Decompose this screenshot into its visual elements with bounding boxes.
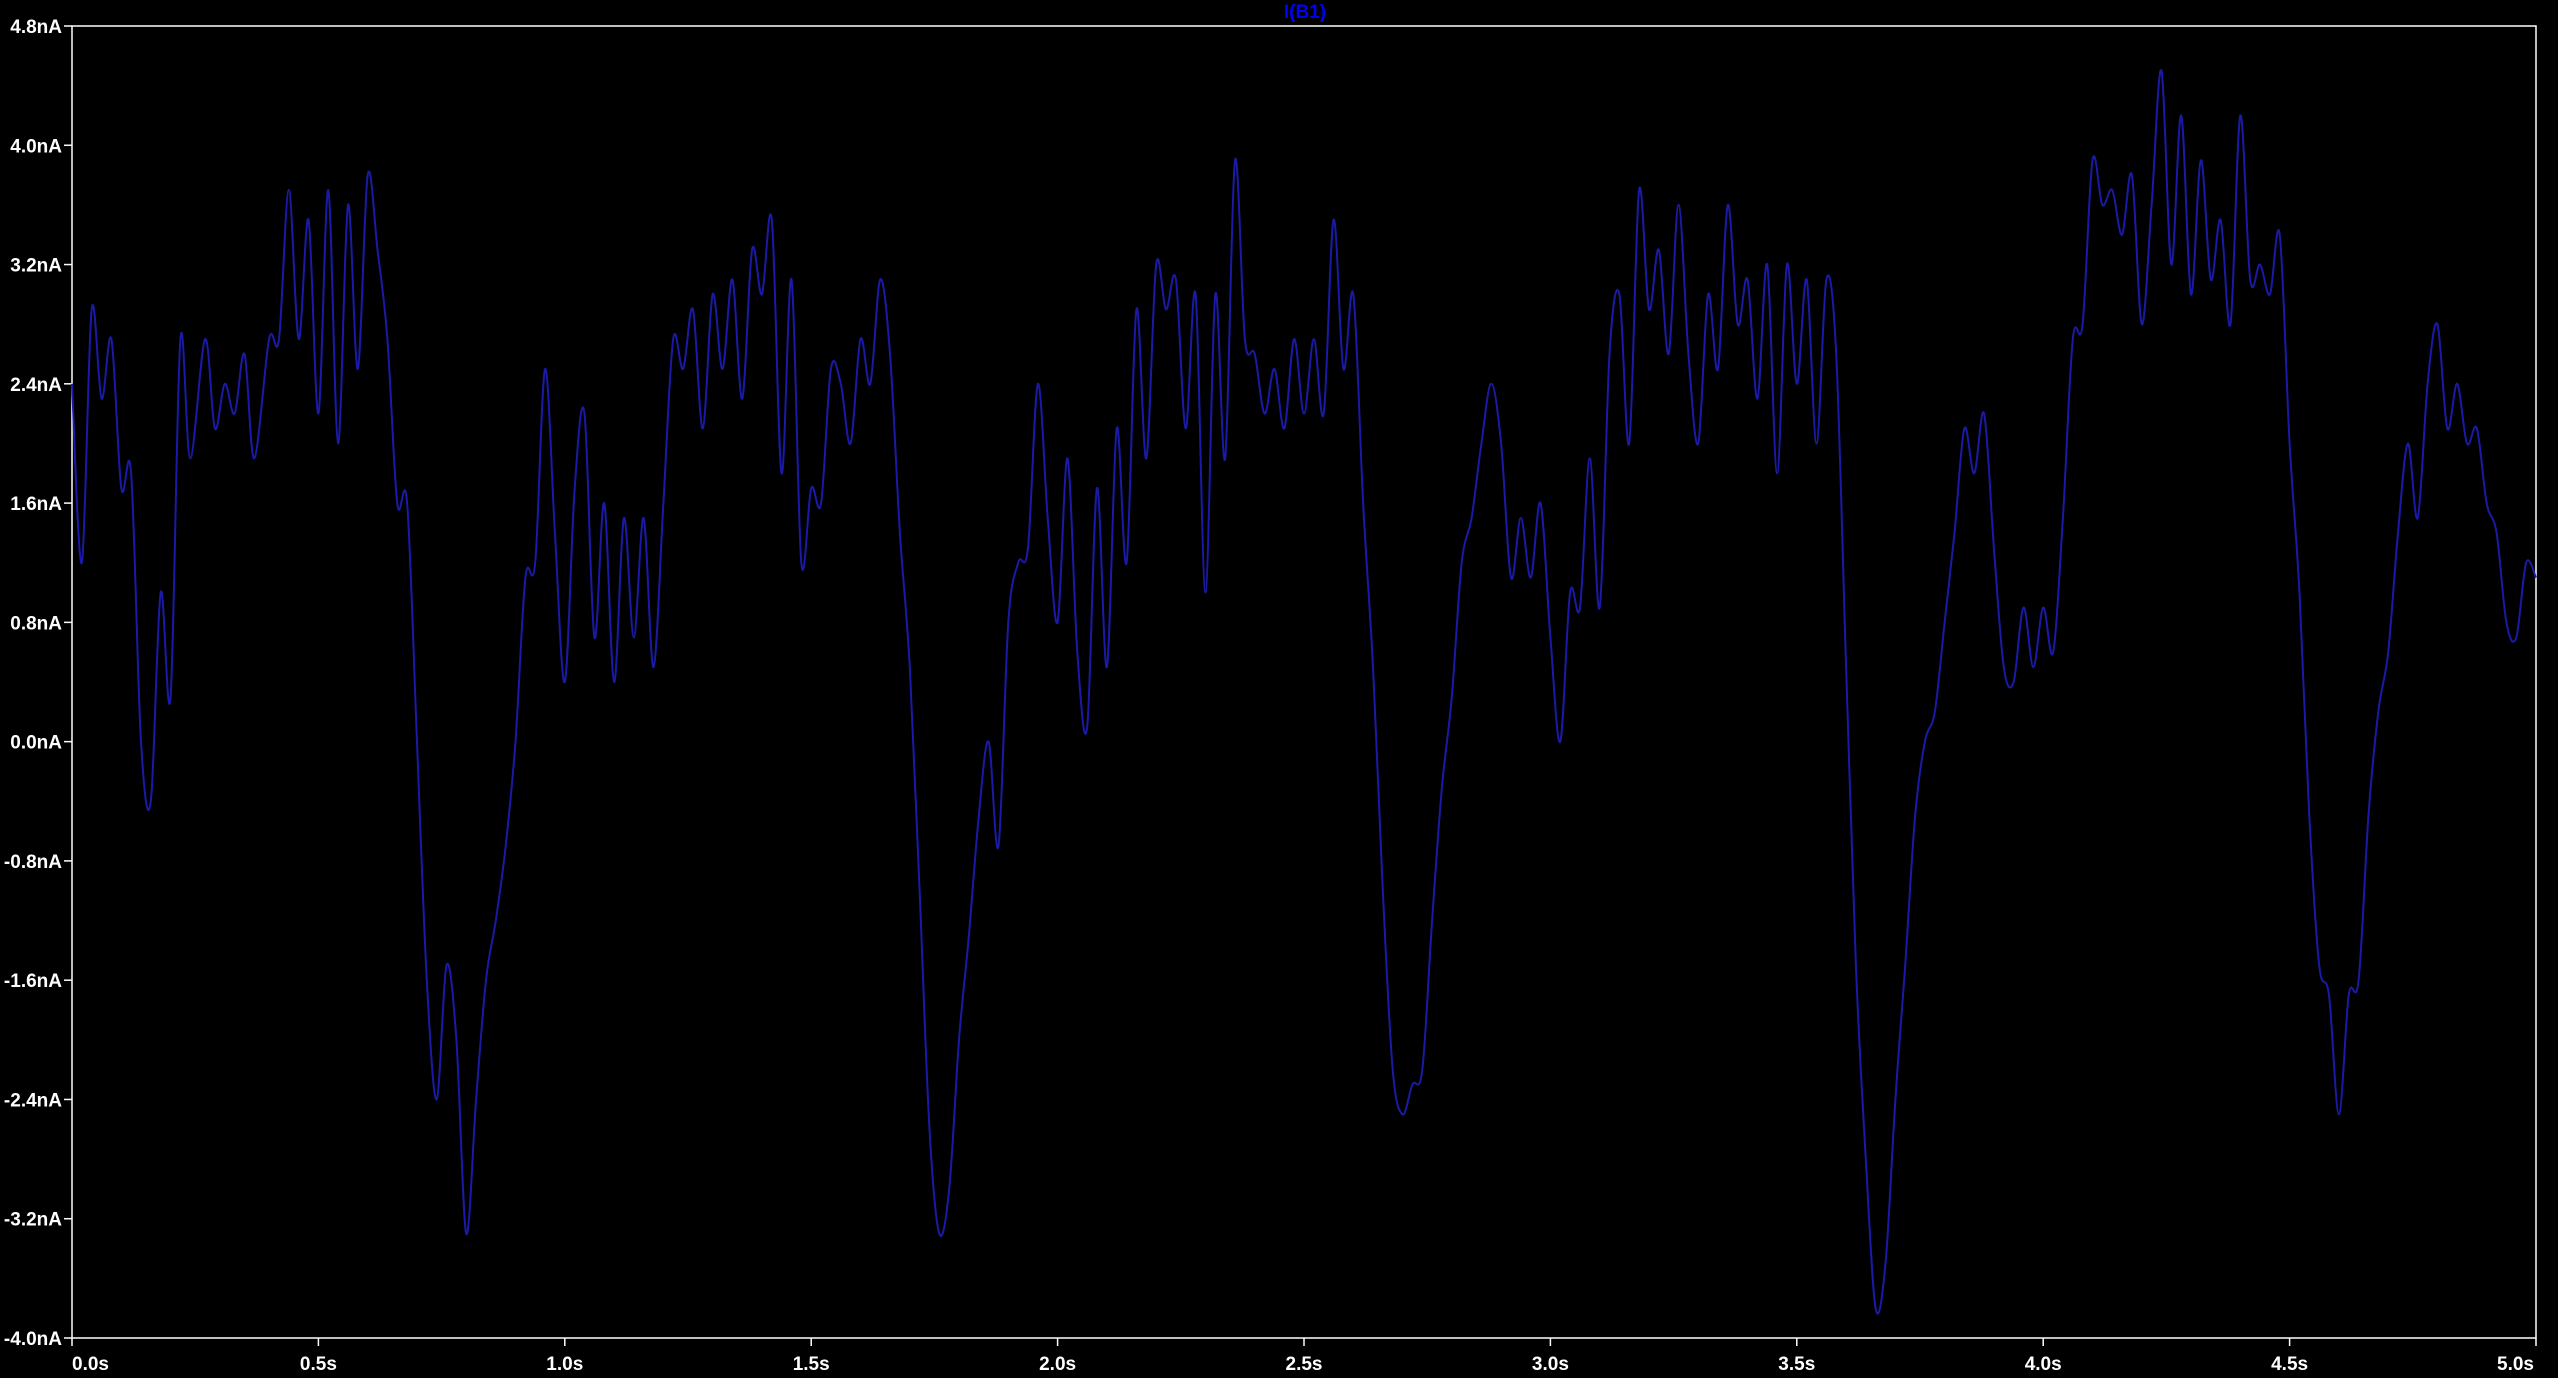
x-tick-label: 1.0s (546, 1354, 583, 1375)
y-tick-label: -3.2nA (4, 1210, 62, 1231)
x-tick-label: 3.0s (1532, 1354, 1569, 1375)
x-tick-label: 3.5s (1778, 1354, 1815, 1375)
y-tick-label: 4.0nA (10, 136, 62, 157)
x-tick-label: 1.5s (793, 1354, 830, 1375)
y-tick-label: 4.8nA (10, 17, 62, 38)
y-tick-label: 2.4nA (10, 375, 62, 396)
y-tick-label: -0.8nA (4, 852, 62, 873)
x-tick-label: 2.5s (1286, 1354, 1323, 1375)
y-tick-label: 0.8nA (10, 613, 62, 634)
series-line-i-b1 (71, 69, 2537, 1315)
x-tick-label: 2.0s (1039, 1354, 1076, 1375)
x-tick-label: 4.5s (2271, 1354, 2308, 1375)
x-tick-label: 4.0s (2025, 1354, 2062, 1375)
x-axis: 0.0s 0.5s 1.0s 1.5s 2.0s 2.5s 3.0s 3.5s 4.0s 4.5s… (71, 1338, 2537, 1375)
y-tick-label: 3.2nA (10, 256, 62, 277)
y-tick-label: -2.4nA (4, 1090, 62, 1111)
y-tick-label: -4.0nA (4, 1329, 62, 1350)
y-tick-label: -1.6nA (4, 971, 62, 992)
x-tick-label: 5.0s (2497, 1354, 2534, 1375)
y-axis: 4.8nA 4.0nA 3.2nA 2.4nA 1.6nA 0.8nA 0.0nA -0.8n… (4, 17, 72, 1350)
y-tick-label: 1.6nA (10, 494, 62, 515)
y-tick-label: 0.0nA (10, 733, 62, 754)
x-tick-label: 0.5s (300, 1354, 337, 1375)
trace-title[interactable]: I(B1) (1284, 2, 1326, 23)
x-tick-label: 0.0s (72, 1354, 109, 1375)
traces (71, 69, 2537, 1315)
